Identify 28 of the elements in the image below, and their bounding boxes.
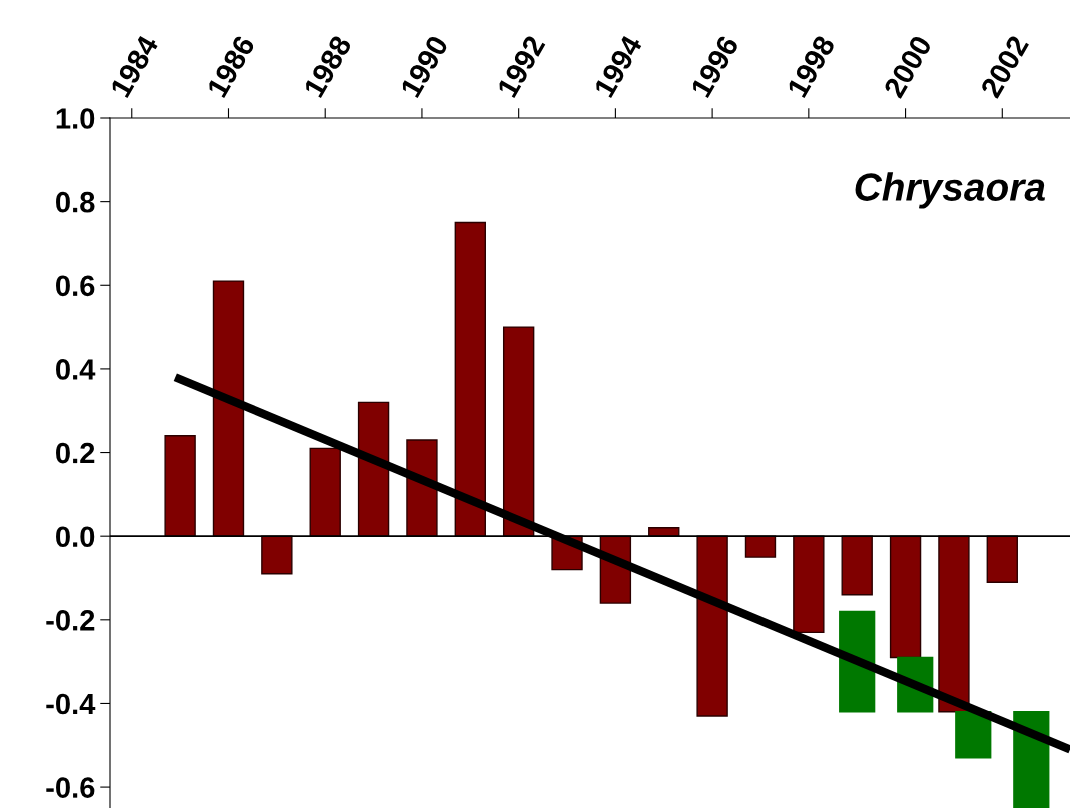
annotation: Chrysaora <box>855 172 1045 209</box>
bar <box>261 535 293 575</box>
bar <box>212 280 245 537</box>
bar <box>454 221 486 537</box>
bar <box>841 535 873 596</box>
y-tick-label: 0.4 <box>56 359 96 380</box>
bar <box>502 326 535 537</box>
bar <box>955 711 992 759</box>
y-tick-label: 0.0 <box>56 526 95 548</box>
bar <box>164 435 196 537</box>
y-tick-label: 1.0 <box>56 108 95 129</box>
bar <box>357 401 390 537</box>
bar <box>839 610 876 713</box>
bar <box>744 535 777 558</box>
bar <box>406 439 438 537</box>
y-tick-label: -0.2 <box>46 610 95 631</box>
bar <box>889 535 922 659</box>
bar <box>696 535 728 717</box>
bar <box>986 535 1018 583</box>
bar <box>938 535 970 713</box>
y-tick-label: 0.6 <box>56 275 95 297</box>
y-tick-label: -0.4 <box>46 693 96 715</box>
bar <box>793 535 825 634</box>
y-tick-label: 0.2 <box>56 442 95 464</box>
bar <box>309 447 341 537</box>
y-tick-label: -0.6 <box>46 777 95 798</box>
y-tick-label: 0.8 <box>56 191 95 213</box>
bar <box>1013 711 1050 808</box>
